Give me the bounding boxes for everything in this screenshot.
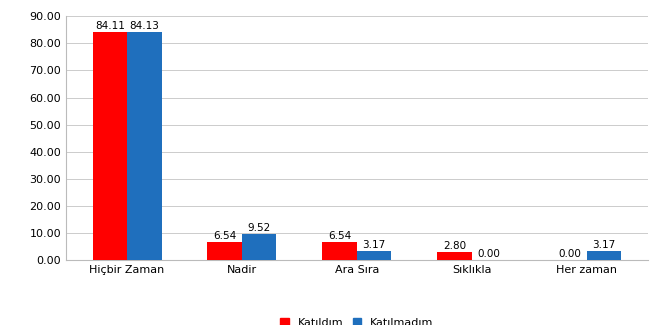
Bar	[93, 32, 127, 260]
Text: 0.00: 0.00	[478, 249, 500, 259]
Legend: Katıldım, Katılmadım: Katıldım, Katılmadım	[276, 313, 438, 325]
Text: 84.13: 84.13	[130, 21, 159, 31]
Text: 6.54: 6.54	[213, 231, 237, 241]
Text: 3.17: 3.17	[362, 240, 386, 250]
Text: 84.11: 84.11	[95, 21, 125, 31]
Text: 0.00: 0.00	[558, 249, 581, 259]
Bar	[242, 234, 276, 260]
Text: 3.17: 3.17	[592, 240, 616, 250]
Text: 6.54: 6.54	[328, 231, 352, 241]
Text: 9.52: 9.52	[248, 223, 271, 233]
Bar	[357, 252, 391, 260]
Bar	[127, 32, 161, 260]
Bar	[587, 252, 621, 260]
Text: 2.80: 2.80	[443, 241, 466, 251]
Bar	[438, 253, 472, 260]
Bar	[208, 242, 242, 260]
Bar	[323, 242, 357, 260]
